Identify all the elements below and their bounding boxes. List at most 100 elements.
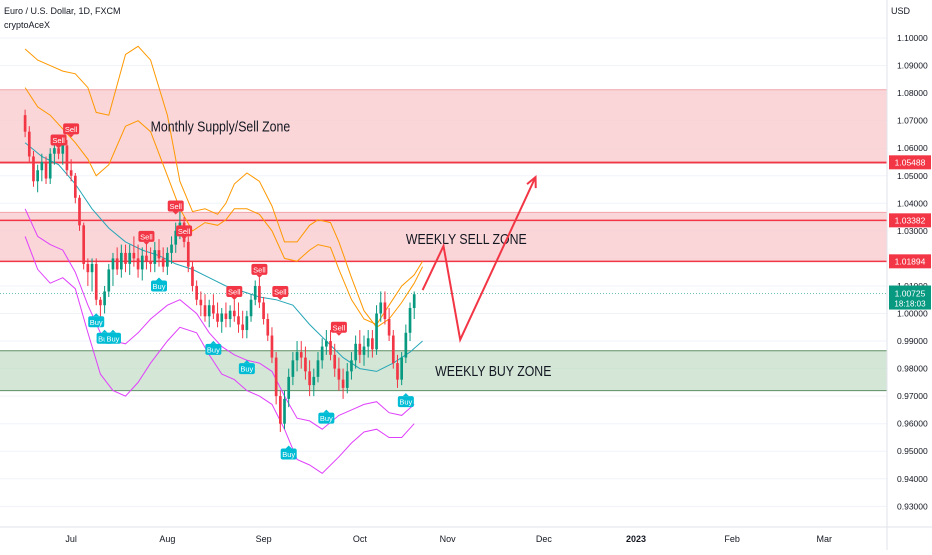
signal-text: Sell	[65, 125, 78, 134]
candle-body	[153, 250, 157, 264]
candle	[107, 263, 111, 297]
candle-body	[90, 263, 94, 273]
candle-body	[270, 335, 274, 358]
candle-body	[61, 145, 65, 154]
candle-body	[341, 379, 345, 388]
candle	[333, 343, 337, 377]
x-tick-label: Feb	[724, 534, 740, 544]
candle	[174, 222, 178, 253]
candle	[291, 352, 295, 386]
candle	[375, 305, 378, 355]
y-tick-label: 1.07000	[897, 116, 928, 126]
candle-body	[195, 285, 198, 300]
signal-label-box	[330, 321, 347, 333]
candle-body	[408, 307, 412, 333]
candle	[228, 305, 232, 328]
candle	[345, 363, 349, 394]
candle	[383, 291, 387, 325]
candle	[199, 291, 203, 317]
signal-label-box	[238, 363, 255, 375]
candle	[216, 302, 219, 328]
candle-body	[337, 368, 341, 380]
candle	[32, 150, 35, 187]
sell-signal: Sell	[176, 225, 193, 240]
last-price-box	[889, 285, 931, 310]
candle	[73, 173, 77, 204]
candle	[258, 277, 261, 308]
currency-label: USD	[890, 6, 910, 16]
candle-body	[57, 148, 60, 154]
candle	[153, 241, 157, 273]
y-tick-label: 1.00000	[897, 309, 928, 319]
signal-pointer	[335, 332, 342, 336]
candle	[207, 299, 211, 328]
level-price-tag: 1.05488	[889, 155, 931, 170]
outer-lower-band	[24, 236, 415, 474]
candle-body	[358, 343, 362, 355]
sell-signal: Sell	[50, 134, 67, 149]
signal-text: Buy	[90, 318, 103, 327]
signal-pointer	[55, 145, 62, 149]
candle	[212, 294, 215, 320]
candle-body	[366, 338, 370, 347]
candle-body	[23, 115, 27, 132]
candle-body	[308, 371, 311, 386]
candle-body	[111, 258, 115, 270]
signal-text: Sell	[52, 136, 65, 145]
candle	[203, 294, 207, 322]
buy-signal: Buy	[104, 329, 121, 344]
candle-body	[350, 360, 353, 372]
x-tick-label: Sep	[256, 534, 272, 544]
candle	[266, 313, 270, 342]
candle-body	[220, 313, 224, 322]
candle-body	[78, 197, 81, 226]
signal-pointer	[68, 134, 75, 138]
zone-label: WEEKLY SELL ZONE	[406, 231, 527, 247]
candle-body	[94, 263, 98, 300]
signal-pointer	[285, 445, 292, 449]
candle	[316, 352, 320, 383]
candle-body	[345, 371, 349, 388]
candle	[132, 236, 136, 267]
signal-text: Sell	[253, 265, 266, 274]
candle	[124, 244, 127, 273]
candle	[241, 310, 245, 339]
y-tick-label: 0.94000	[897, 474, 928, 484]
projection-arrowhead	[526, 175, 537, 189]
level-price-tag: 1.01894	[889, 254, 931, 269]
last-price-text: 1.00725	[895, 289, 926, 299]
sell-signal: Sell	[167, 200, 184, 215]
y-tick-label: 0.97000	[897, 391, 928, 401]
sell-signal: Sell	[330, 321, 347, 336]
inner-upper-band	[24, 87, 424, 326]
candle-body	[224, 313, 228, 320]
candle	[232, 299, 236, 322]
candle	[166, 247, 169, 275]
candle	[371, 330, 374, 358]
candle-body	[274, 357, 278, 397]
signal-text: Sell	[169, 202, 182, 211]
candle	[119, 244, 123, 278]
candle	[82, 222, 86, 270]
signal-text: Buy	[399, 398, 412, 407]
candle-body	[325, 341, 328, 347]
signal-label-box	[318, 412, 335, 424]
candle	[341, 368, 345, 399]
sell-signal: Sell	[226, 285, 243, 300]
candle-body	[207, 305, 211, 317]
candle-body	[354, 343, 357, 361]
candle	[90, 258, 94, 292]
candle	[274, 352, 278, 405]
level-tag-box	[889, 213, 931, 228]
signal-pointer	[243, 360, 250, 364]
candle	[69, 159, 73, 182]
candle	[103, 285, 106, 314]
candle	[224, 302, 228, 328]
candle-body	[216, 313, 219, 322]
candle-body	[237, 316, 240, 325]
x-tick-label: Oct	[353, 534, 368, 544]
candle-body	[291, 360, 295, 377]
buy-signal: Buy	[397, 393, 414, 408]
